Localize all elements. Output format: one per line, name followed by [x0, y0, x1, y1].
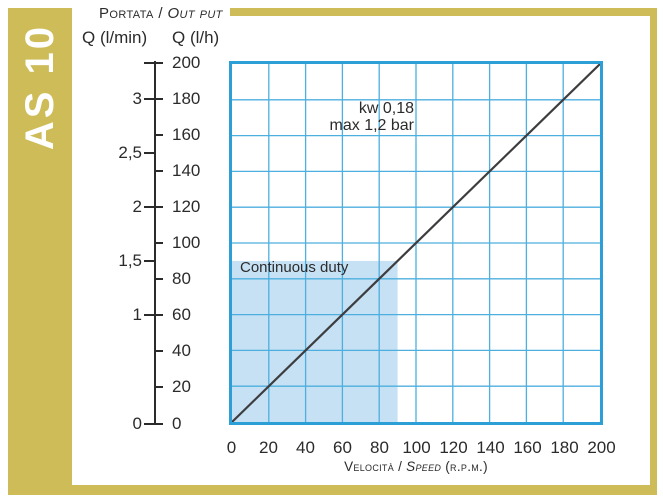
y-tick-mark-lh: [156, 134, 163, 137]
chart-frame: kw 0,18 max 1,2 bar Continuous duty: [229, 61, 603, 425]
x-tick-label: 200: [587, 438, 616, 457]
y-tick-mark-lh: [156, 170, 163, 173]
y-tick-mark-lmin: [144, 260, 154, 263]
continuous-duty-label: Continuous duty: [240, 259, 349, 276]
y-axis-unit-lh: Q (l/h): [172, 28, 220, 47]
x-tick-label: 0: [226, 438, 237, 457]
y-tick-mark-lh: [156, 386, 163, 389]
y-axis-unit-lmin: Q (l/min): [82, 28, 148, 47]
y-tick-label-lh: 40: [172, 341, 191, 361]
gold-band-left: [8, 8, 72, 495]
y-tick-label-lh: 20: [172, 377, 191, 397]
x-tick-label: 40: [296, 438, 315, 457]
x-tick-label: 100: [402, 438, 431, 457]
y-axis-scale-line: [154, 61, 156, 425]
y-axis-title: Portata / Out put: [99, 5, 223, 22]
y-tick-label-lmin: 0: [132, 413, 142, 433]
y-tick-mark-lh: [156, 314, 163, 317]
x-axis-title-separator: /: [394, 459, 407, 474]
y-tick-mark-lh: [156, 350, 163, 353]
y-tick-label-lmin: 1: [132, 305, 142, 325]
y-tick-label-lh: 200: [172, 53, 201, 72]
y-tick-label-lh: 80: [172, 269, 191, 289]
x-axis-title-unit: (r.p.m.): [441, 459, 488, 474]
y-axis-title-english: Out put: [167, 5, 223, 22]
y-axis-title-separator: /: [153, 5, 168, 22]
y-tick-label-lh: 0: [172, 413, 182, 433]
x-tick-label: 60: [333, 438, 352, 457]
y-tick-label-lh: 60: [172, 305, 191, 325]
y-tick-label-lh: 100: [172, 233, 201, 253]
y-tick-mark-lh: [156, 278, 163, 281]
annotation-power: kw 0,18: [358, 100, 414, 117]
y-tick-mark-lmin: [144, 314, 154, 317]
performance-line: [232, 64, 600, 422]
y-tick-mark-lmin: [144, 62, 154, 64]
gold-band-bottom: [8, 485, 657, 495]
x-tick-label: 20: [259, 438, 278, 457]
chart-plot-area: [232, 64, 600, 422]
x-tick-label: 160: [513, 438, 542, 457]
x-tick-label: 120: [439, 438, 468, 457]
annotation-pressure: max 1,2 bar: [329, 117, 414, 134]
model-badge: AS 10: [8, 12, 72, 162]
y-tick-label-lh: 180: [172, 89, 201, 109]
y-tick-label-lmin: 1,5: [118, 251, 142, 271]
chart-annotation: kw 0,18 max 1,2 bar: [330, 100, 414, 134]
y-tick-label-lmin: 2,5: [118, 143, 142, 163]
y-tick-mark-lmin: [144, 98, 154, 101]
y-axis-title-italian: Portata: [99, 5, 154, 22]
y-tick-mark-lh: [156, 422, 163, 425]
x-axis-title-italian: Velocità: [344, 459, 395, 474]
y-tick-mark-lh: [156, 206, 163, 209]
x-axis-title: Velocità / Speed (r.p.m.): [344, 459, 488, 474]
x-tick-label: 180: [550, 438, 579, 457]
y-tick-mark-lh: [156, 62, 163, 64]
y-tick-label-lh: 160: [172, 125, 201, 145]
y-tick-mark-lh: [156, 98, 163, 101]
model-label: AS 10: [17, 23, 62, 151]
y-tick-mark-lh: [156, 242, 163, 245]
y-tick-label-lh: 140: [172, 161, 201, 181]
gold-band-right: [650, 8, 657, 495]
x-tick-label: 140: [476, 438, 505, 457]
x-axis-title-english: Speed: [406, 459, 442, 474]
x-tick-label: 80: [370, 438, 389, 457]
y-tick-label-lmin: 3: [132, 89, 142, 109]
y-tick-mark-lmin: [144, 152, 154, 155]
y-tick-mark-lmin: [144, 206, 154, 209]
y-tick-label-lmin: 2: [132, 197, 142, 217]
y-tick-mark-lmin: [144, 422, 154, 425]
y-tick-label-lh: 120: [172, 197, 201, 217]
gold-band-top: [230, 8, 657, 16]
